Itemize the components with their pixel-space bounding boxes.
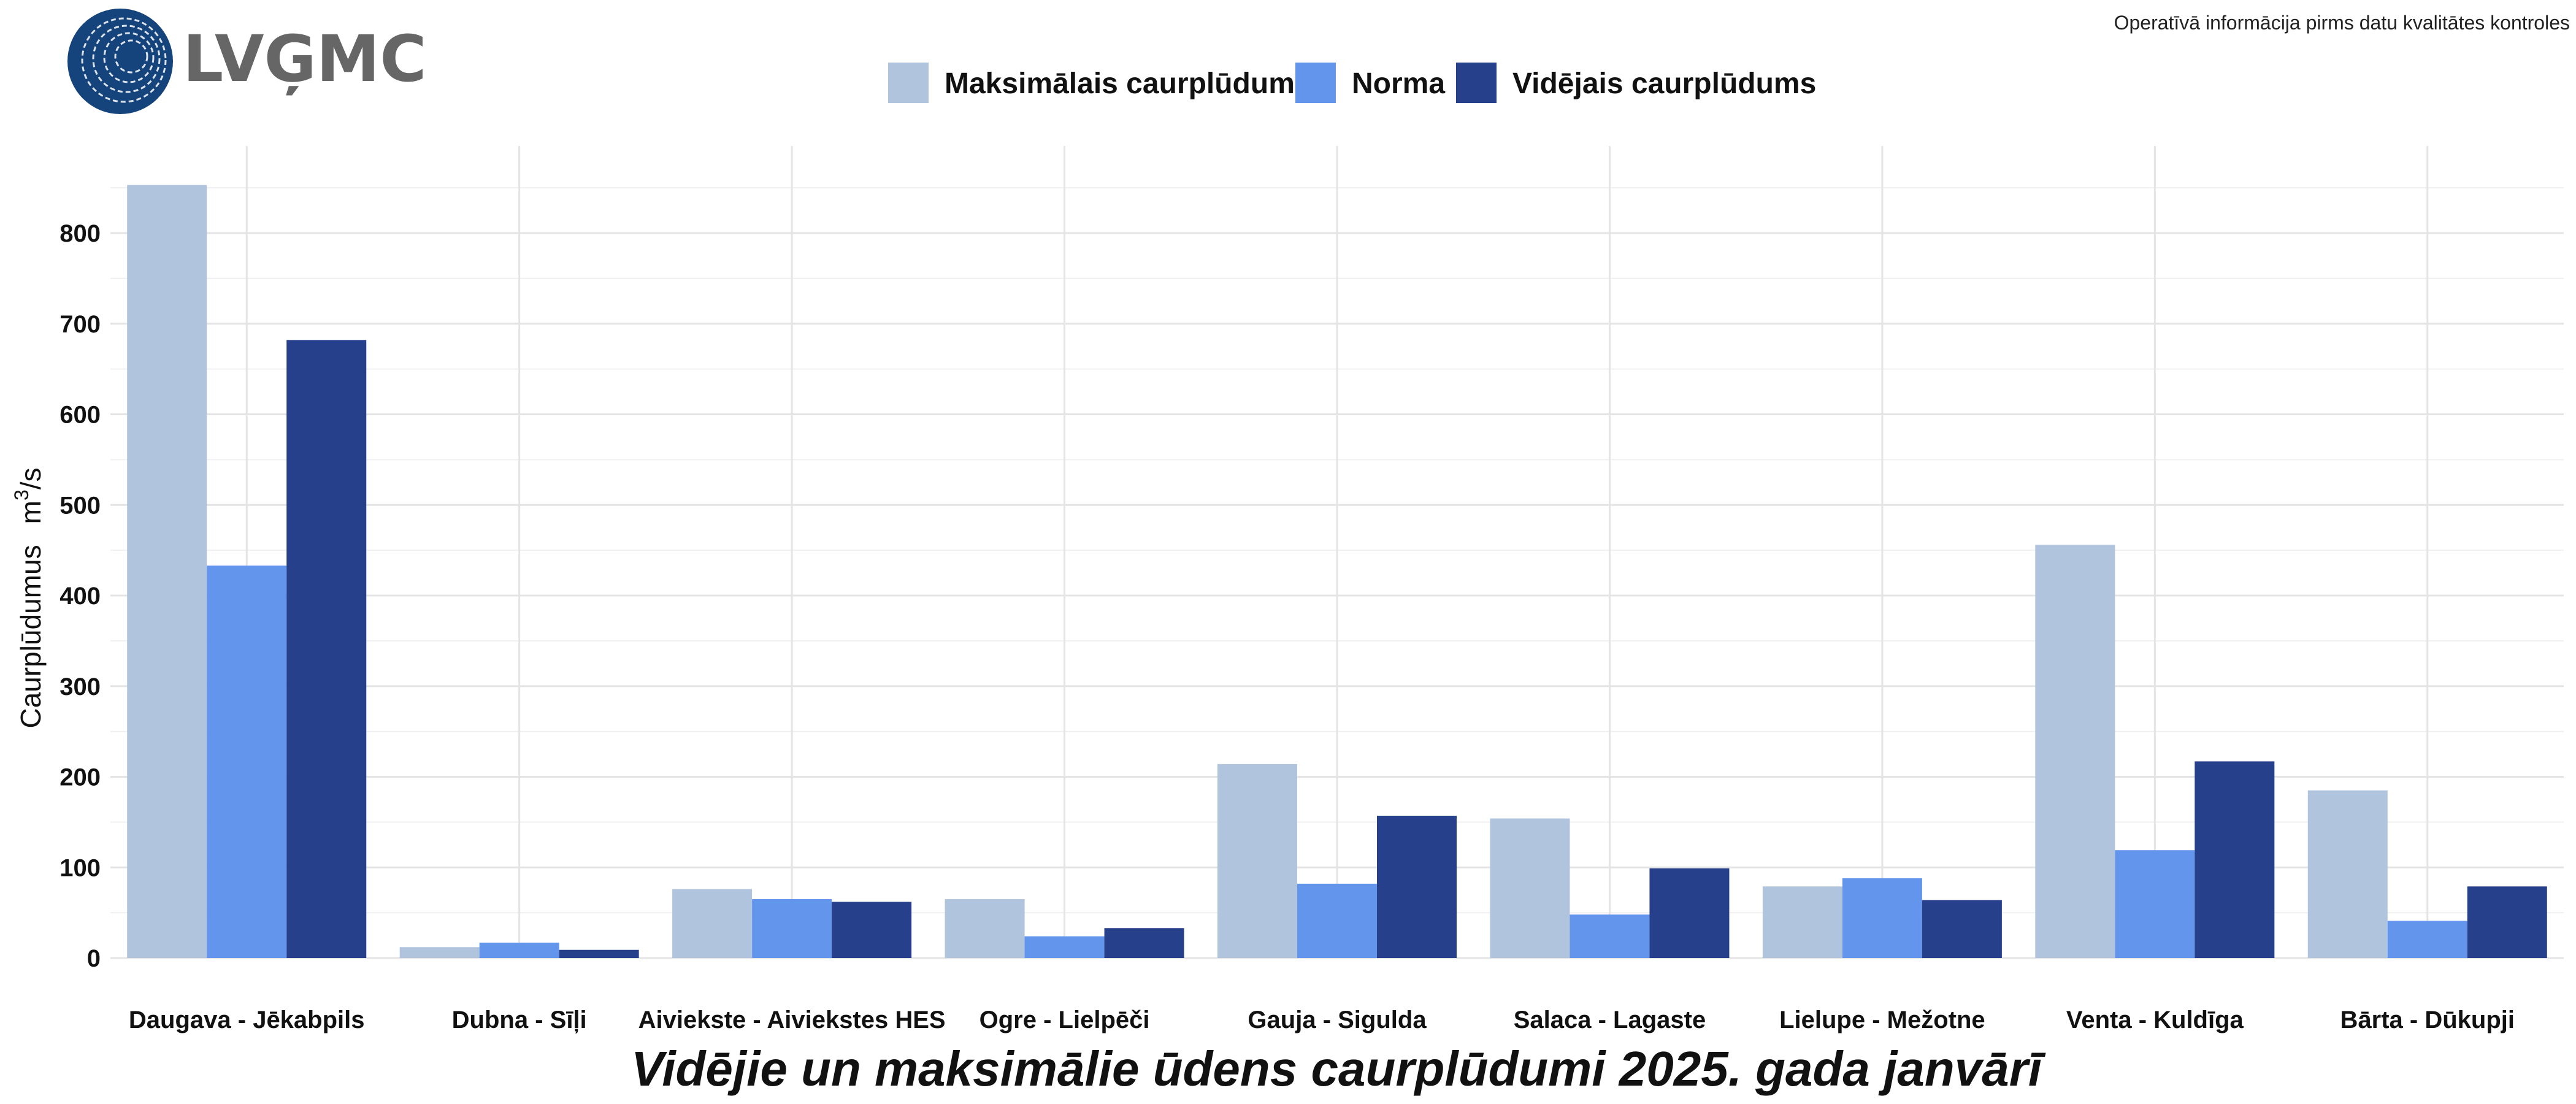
bar: [479, 942, 559, 958]
bar: [2195, 761, 2275, 958]
bar: [945, 899, 1025, 958]
x-tick-label: Aiviekste - Aiviekstes HES: [638, 1006, 946, 1033]
y-tick-label: 300: [59, 673, 101, 700]
bar: [1649, 868, 1730, 958]
x-tick-label: Ogre - Lielpēči: [979, 1006, 1150, 1033]
bar: [1024, 936, 1105, 958]
bar: [1217, 764, 1297, 958]
x-tick-label: Venta - Kuldīga: [2066, 1006, 2244, 1033]
bar: [672, 889, 753, 958]
bar: [286, 340, 367, 958]
bar: [1842, 878, 1922, 958]
legend-swatch: [888, 63, 929, 103]
legend-label: Maksimālais caurplūdums: [945, 67, 1311, 100]
chart-title: Vidējie un maksimālie ūdens caurplūdumi …: [631, 1041, 2046, 1096]
x-tick-label: Gauja - Sigulda: [1248, 1006, 1427, 1033]
x-tick-label: Lielupe - Mežotne: [1779, 1006, 1985, 1033]
legend-swatch: [1456, 63, 1497, 103]
y-axis-unit-tail: /s: [15, 467, 47, 489]
bar: [1922, 900, 2002, 958]
legend-label: Vidējais caurplūdums: [1512, 67, 1816, 100]
legend-label: Norma: [1352, 67, 1445, 100]
y-axis-label: Caurplūdumus m3/s: [10, 467, 47, 728]
bar: [399, 947, 480, 958]
y-tick-label: 0: [87, 945, 101, 972]
bar: [752, 899, 832, 958]
bar: [559, 949, 639, 958]
x-tick-label: Daugava - Jēkabpils: [129, 1006, 365, 1033]
legend: Maksimālais caurplūdums Norma Vidējais cau…: [888, 63, 1816, 103]
bar: [1377, 816, 1457, 958]
x-tick-label: Dubna - Sīļi: [452, 1006, 587, 1033]
bar: [1104, 928, 1184, 958]
y-tick-label: 600: [59, 402, 101, 429]
y-tick-label: 100: [59, 854, 101, 881]
x-tick-label: Salaca - Lagaste: [1514, 1006, 1706, 1033]
y-tick-label: 200: [59, 764, 101, 791]
bar: [1297, 883, 1377, 958]
x-tick-label: Bārta - Dūkupji: [2340, 1006, 2515, 1033]
bar: [1762, 886, 1842, 958]
bar: [2467, 886, 2547, 958]
logo-emblem-icon: [67, 9, 173, 114]
bar: [207, 565, 287, 958]
bar: [1490, 818, 1570, 958]
bar: [2035, 545, 2115, 958]
y-tick-label: 700: [59, 311, 101, 338]
y-axis-label-text: Caurplūdumus: [15, 545, 47, 728]
y-axis-ticks: 0 100 200 300 400 500 600 700 800: [59, 220, 101, 972]
bar: [1570, 914, 1650, 958]
y-tick-label: 800: [59, 220, 101, 247]
y-tick-label: 400: [59, 583, 101, 610]
bar: [2115, 850, 2195, 958]
logo-text: LVĢMC: [183, 21, 427, 96]
y-axis-unit-base: m: [15, 500, 47, 524]
bar: [832, 902, 912, 958]
legend-swatch: [1295, 63, 1336, 103]
logo: LVĢMC: [67, 9, 427, 114]
bar: [2387, 921, 2467, 958]
y-tick-label: 500: [59, 492, 101, 519]
bars: [127, 185, 2547, 958]
bar: [127, 185, 207, 958]
data-quality-note: Operatīvā informācija pirms datu kvalitā…: [2114, 12, 2570, 34]
x-axis-ticks: Daugava - Jēkabpils Dubna - Sīļi Aiviekste…: [129, 1006, 2515, 1033]
bar: [2307, 790, 2388, 958]
y-axis-unit-sup: 3: [10, 489, 33, 500]
